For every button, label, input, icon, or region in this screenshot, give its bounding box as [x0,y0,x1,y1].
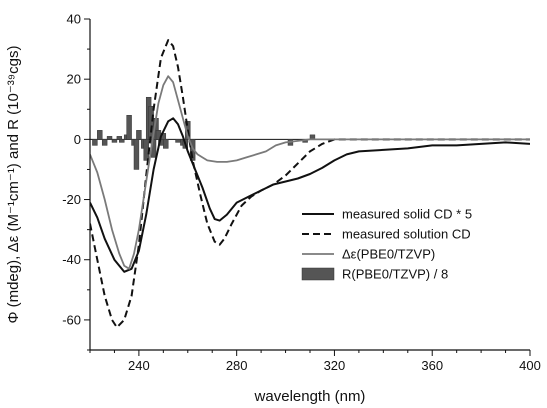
x-tick-label: 240 [128,358,150,373]
rotatory-strength-bar [106,136,113,140]
rotatory-strength-bar [119,139,125,143]
rotatory-strength-bar [136,130,142,140]
rotatory-strength-bar [126,115,132,140]
legend-label: R(PBE0/TZVP) / 8 [342,267,448,282]
series-line-1 [90,39,530,329]
rotatory-strength-bar [101,139,108,146]
rotatory-strength-bar [97,130,103,140]
rotatory-strength-bar [116,136,123,140]
y-tick-label: 0 [74,132,81,147]
series-line-2 [90,75,530,270]
y-tick-label: -20 [62,192,81,207]
x-tick-label: 360 [421,358,443,373]
rotatory-strength-bar [175,139,181,143]
rotatory-strength-bar [163,139,169,149]
rotatory-strength-bar [143,139,149,161]
legend: measured solid CD * 5 measured solution C… [301,207,472,282]
axes: 240 280 320 360 400 -60 -40 -20 0 20 40 [62,12,541,374]
y-tick-label: -40 [62,252,81,267]
y-tick-label: 40 [67,12,81,27]
legend-label: measured solution CD [342,227,471,242]
rotatory-strength-bar [133,139,140,170]
rotatory-strength-bar [92,139,98,146]
y-axis-title: Φ (mdeg), Δε (M⁻¹cm⁻¹) and R (10⁻³⁹cgs) [5,45,22,323]
x-tick-label: 400 [519,358,541,373]
x-tick-label: 320 [324,358,346,373]
plot-area [90,39,530,329]
legend-swatch-bar [301,267,335,281]
rotatory-strength-bar [189,139,196,161]
series-line-0 [90,117,530,273]
x-axis-title: wavelength (nm) [254,388,366,405]
legend-label: Δε(PBE0/TZVP) [342,247,435,262]
y-tick-label: 20 [67,72,81,87]
rotatory-strength-bar [111,139,118,143]
y-tick-label: -60 [62,312,81,327]
series-group [90,39,530,329]
x-tick-label: 280 [226,358,248,373]
legend-label: measured solid CD * 5 [342,207,472,222]
